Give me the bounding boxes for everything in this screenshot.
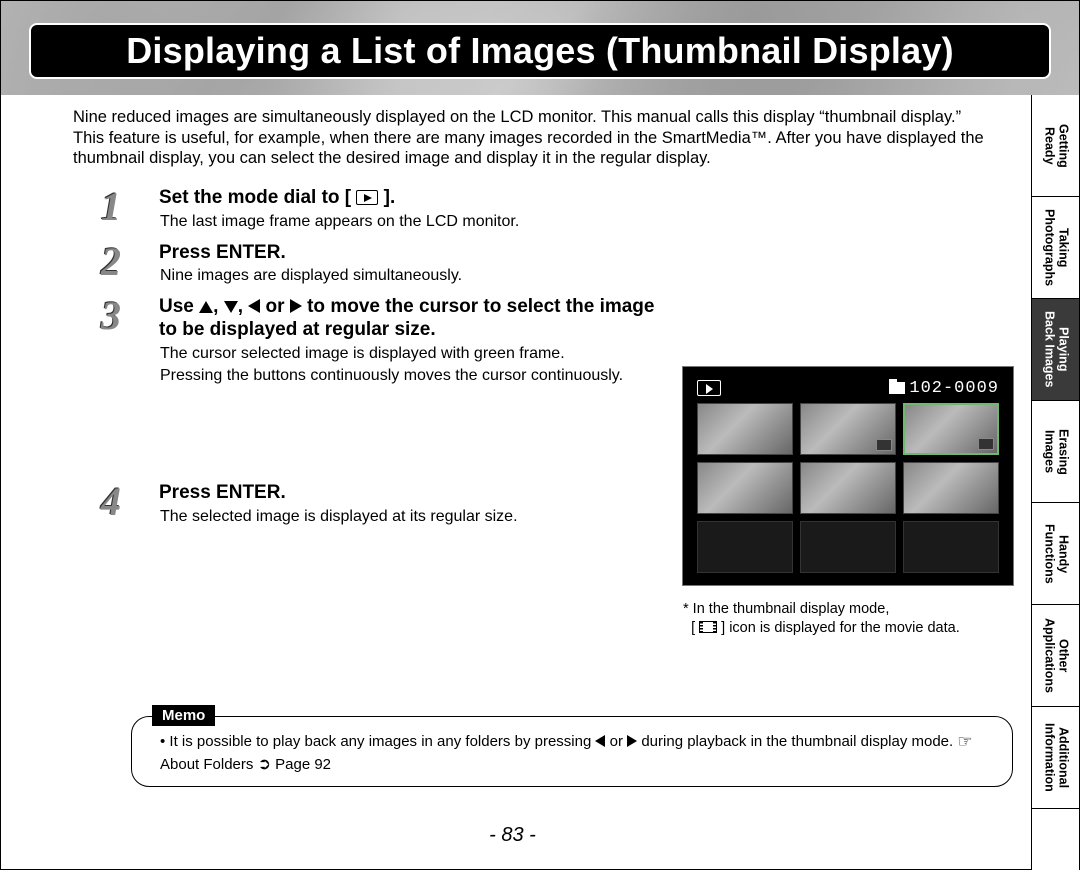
- tab-playing-back-images[interactable]: PlayingBack Images: [1032, 299, 1079, 401]
- step-number-2: 2: [101, 238, 145, 282]
- movie-icon: [699, 621, 717, 633]
- memo-box: Memo • It is possible to play back any i…: [131, 716, 1013, 787]
- thumbnail-grid: [697, 403, 999, 573]
- header-strip: Displaying a List of Images (Thumbnail D…: [0, 0, 1080, 95]
- step-2-title: Press ENTER.: [159, 242, 1024, 265]
- tab-spacer: [1032, 809, 1079, 870]
- intro-text: Nine reduced images are simultaneously d…: [1, 95, 1024, 169]
- pointer-icon: ☞: [957, 731, 972, 754]
- tab-other-applications[interactable]: OtherApplications: [1032, 605, 1079, 707]
- thumbnail: [800, 462, 896, 514]
- step-1: 1 Set the mode dial to [ ]. The last ima…: [101, 187, 1024, 232]
- step-3-title: Use , , or to move the cursor to select …: [159, 296, 661, 342]
- lcd-folder-readout: 102-0009: [889, 379, 999, 398]
- step-number-4: 4: [101, 478, 145, 522]
- step-1-title: Set the mode dial to [ ].: [159, 187, 1024, 210]
- thumbnail-empty: [903, 521, 999, 573]
- intro-p2: This feature is useful, for example, whe…: [73, 128, 994, 169]
- lcd-preview: 102-0009: [683, 367, 1013, 585]
- arrow-up-icon: [199, 301, 213, 313]
- thumbnail-selected: [903, 403, 999, 455]
- thumbnail-empty: [800, 521, 896, 573]
- intro-p1: Nine reduced images are simultaneously d…: [73, 107, 994, 128]
- lcd-folder-id: 102-0009: [909, 379, 999, 398]
- lcd-note: * In the thumbnail display mode, [ ] ico…: [683, 600, 1013, 638]
- body-region: Nine reduced images are simultaneously d…: [0, 95, 1080, 870]
- thumbnail: [697, 403, 793, 455]
- step-2: 2 Press ENTER. Nine images are displayed…: [101, 242, 1024, 287]
- side-tabs: GettingReady TakingPhotographs PlayingBa…: [1031, 95, 1079, 870]
- tab-handy-functions[interactable]: HandyFunctions: [1032, 503, 1079, 605]
- thumbnail-empty: [697, 521, 793, 573]
- lcd-play-icon: [697, 380, 721, 396]
- tab-erasing-images[interactable]: ErasingImages: [1032, 401, 1079, 503]
- title-bar: Displaying a List of Images (Thumbnail D…: [29, 23, 1051, 79]
- arrow-down-icon: [224, 301, 238, 313]
- thumbnail: [800, 403, 896, 455]
- page-number: - 83 -: [1, 824, 1024, 847]
- folder-icon: [889, 382, 905, 394]
- step-3-detail-2: Pressing the buttons continuously moves …: [159, 366, 661, 386]
- step-3: 3 Use , , or to move the cursor to selec…: [101, 296, 661, 386]
- arrow-left-icon: [248, 299, 260, 313]
- playback-mode-icon: [356, 190, 378, 205]
- step-number-3: 3: [101, 292, 145, 336]
- movie-badge-icon: [978, 438, 994, 450]
- arrow-right-icon: [627, 735, 637, 747]
- step-2-detail: Nine images are displayed simultaneously…: [159, 266, 1024, 286]
- memo-label: Memo: [152, 705, 215, 726]
- tab-getting-ready[interactable]: GettingReady: [1032, 95, 1079, 197]
- page-title: Displaying a List of Images (Thumbnail D…: [126, 30, 954, 72]
- movie-badge-icon: [876, 439, 892, 451]
- tab-additional-info[interactable]: AdditionalInformation: [1032, 707, 1079, 809]
- arrow-right-icon: [290, 299, 302, 313]
- lcd-topbar: 102-0009: [697, 377, 999, 399]
- thumbnail: [903, 462, 999, 514]
- thumbnail: [697, 462, 793, 514]
- tab-taking-photos[interactable]: TakingPhotographs: [1032, 197, 1079, 299]
- step-3-detail-1: The cursor selected image is displayed w…: [159, 344, 661, 364]
- step-1-detail: The last image frame appears on the LCD …: [159, 212, 1024, 232]
- arrow-left-icon: [595, 735, 605, 747]
- memo-text: • It is possible to play back any images…: [160, 731, 994, 776]
- reference-icon: ➲: [258, 754, 271, 776]
- step-number-1: 1: [101, 183, 145, 227]
